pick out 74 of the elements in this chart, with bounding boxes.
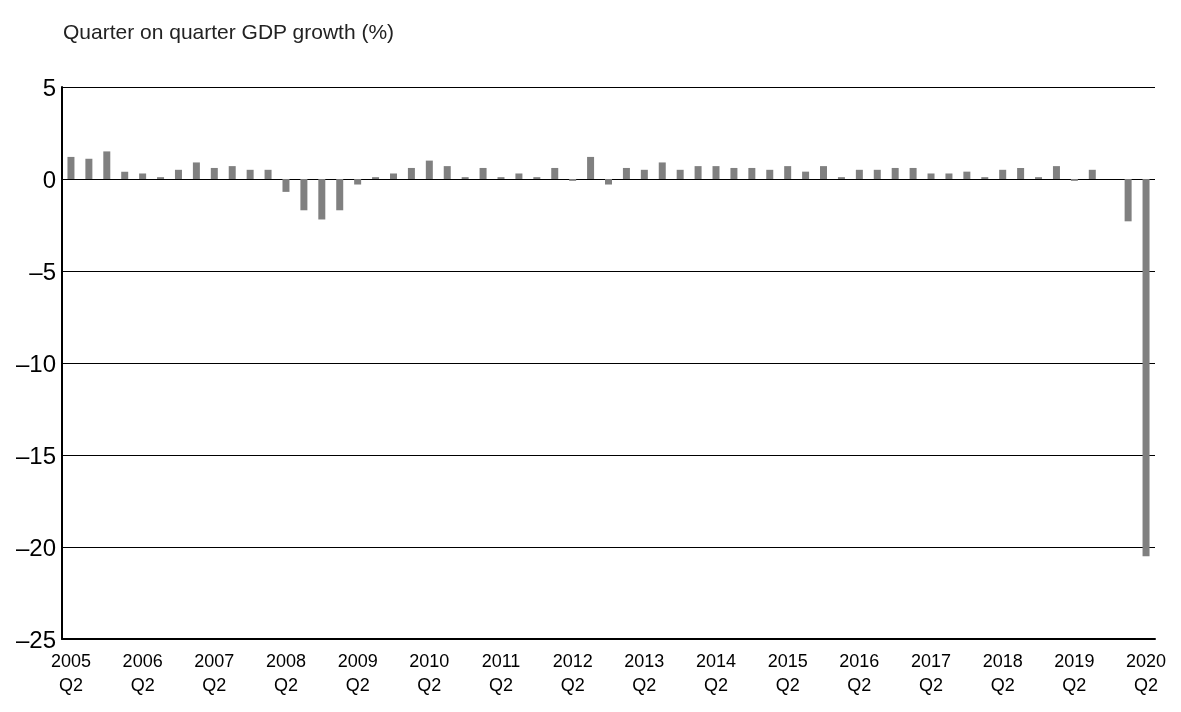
y-tick-label: –15 [15, 441, 56, 469]
bar [676, 169, 684, 179]
bar [622, 167, 630, 179]
bar [855, 169, 863, 179]
y-tick-label: –10 [15, 349, 56, 377]
bar [389, 173, 397, 179]
x-tick-label: 2008 Q2 [265, 651, 306, 695]
y-tick-label: 5 [42, 73, 56, 101]
bar [407, 167, 415, 179]
bar [909, 167, 917, 179]
x-tick-label: 2013 Q2 [624, 651, 665, 695]
x-tick-label: 2014 Q2 [695, 651, 737, 695]
x-tick-label: 2017 Q2 [911, 651, 952, 695]
bar [1142, 179, 1150, 557]
bar [139, 173, 147, 179]
x-tick-label: 2005 Q2 [50, 651, 91, 695]
chart-title: Quarter on quarter GDP growth (%) [63, 20, 395, 43]
bar [425, 160, 433, 179]
bar [784, 166, 792, 179]
x-tick-label: 2006 Q2 [122, 651, 163, 695]
x-tick-label: 2020 Q2 [1126, 651, 1167, 695]
bar [1088, 169, 1096, 179]
bar [927, 173, 935, 179]
bar [712, 166, 720, 179]
x-tick-label: 2018 Q2 [982, 651, 1023, 695]
bar [658, 162, 666, 179]
bar [228, 166, 236, 179]
bar [443, 166, 451, 179]
bar [945, 173, 953, 179]
bar [300, 179, 308, 211]
bar [587, 156, 595, 179]
bar [336, 179, 344, 211]
bar [605, 179, 612, 185]
y-tick-label: –20 [15, 533, 56, 561]
bar [694, 166, 702, 179]
bar [67, 156, 75, 179]
bar [264, 169, 272, 179]
bar [891, 167, 899, 179]
bar [1124, 179, 1132, 222]
x-tick-label: 2011 Q2 [481, 651, 521, 695]
bar [802, 171, 810, 179]
bar [85, 158, 93, 179]
bar [354, 179, 362, 185]
y-tick-label: –25 [15, 625, 56, 653]
bar [820, 166, 828, 179]
bar [963, 171, 971, 179]
x-tick-label: 2016 Q2 [839, 651, 880, 695]
x-tick-label: 2007 Q2 [194, 651, 235, 695]
bar [1017, 167, 1025, 179]
bar [999, 169, 1007, 179]
x-tick-label: 2012 Q2 [552, 651, 593, 695]
bar [121, 171, 129, 179]
bar [479, 167, 487, 179]
bar [192, 162, 200, 179]
bar [1052, 166, 1060, 179]
y-tick-label: 0 [42, 165, 56, 193]
x-tick-label: 2009 Q2 [337, 651, 378, 695]
bar [551, 167, 559, 179]
bar [318, 179, 326, 220]
bar [748, 167, 756, 179]
bar [766, 169, 774, 179]
y-tick-label: –5 [29, 257, 56, 285]
bar [103, 151, 111, 179]
bar [282, 179, 290, 192]
x-tick-label: 2019 Q2 [1054, 651, 1095, 695]
bar [210, 167, 218, 179]
bar [640, 169, 648, 179]
bar [515, 173, 523, 179]
bar [730, 167, 738, 179]
bar [246, 169, 254, 179]
bar [873, 169, 881, 179]
x-tick-label: 2015 Q2 [767, 651, 808, 695]
bar [174, 169, 182, 179]
x-tick-label: 2010 Q2 [409, 651, 450, 695]
